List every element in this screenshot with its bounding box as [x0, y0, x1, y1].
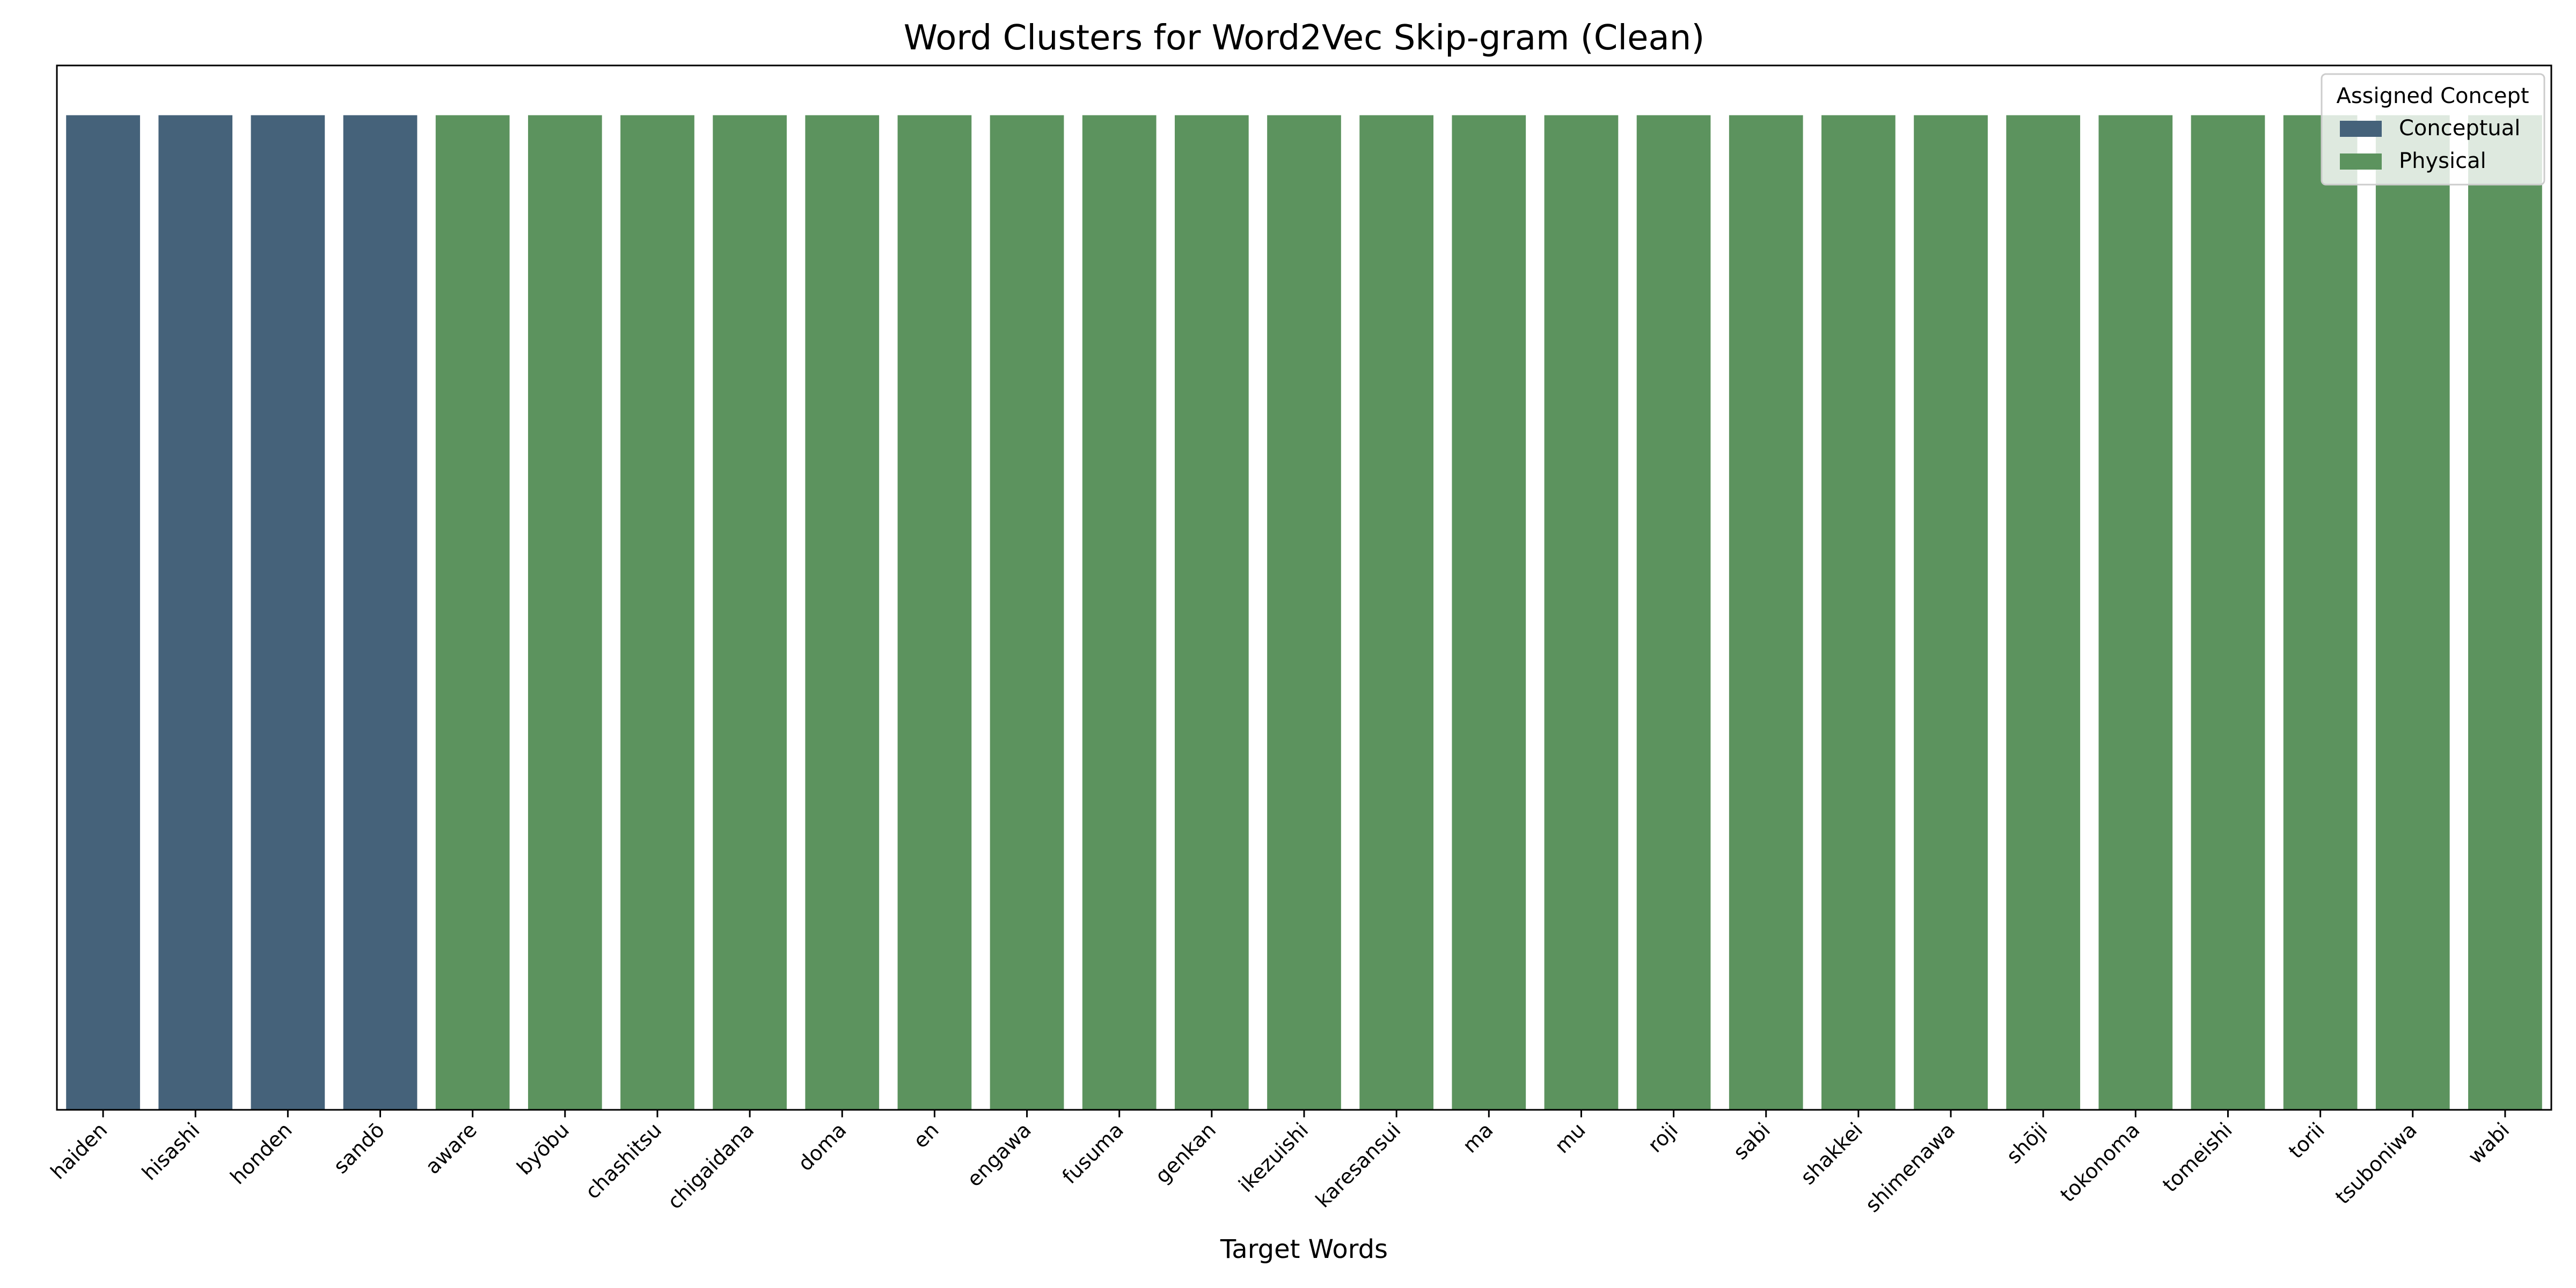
bar-mu	[1544, 115, 1619, 1110]
bar-shakkei	[1821, 115, 1896, 1110]
bar-shimenawa	[1914, 115, 1988, 1110]
x-tick-label: en	[909, 1118, 943, 1153]
x-tick-label: mu	[1550, 1118, 1590, 1158]
legend-swatch-physical	[2340, 153, 2382, 170]
x-axis-label: Target Words	[1220, 1234, 1388, 1264]
x-tick-label: tokonoma	[2055, 1118, 2144, 1206]
x-tick-label: tsuboniwa	[2331, 1118, 2421, 1209]
bar-haiden	[66, 115, 140, 1110]
legend-label-physical: Physical	[2399, 149, 2486, 173]
bar-hisashi	[158, 115, 233, 1110]
bar-ikezuishi	[1267, 115, 1341, 1110]
bar-ma	[1452, 115, 1526, 1110]
plot-frame	[56, 64, 2552, 1111]
x-tick-label: shōji	[2002, 1118, 2052, 1168]
x-tick-label: sandō	[329, 1118, 389, 1178]
bar-en	[897, 115, 972, 1110]
x-tick-label: aware	[421, 1118, 481, 1179]
legend-title: Assigned Concept	[2336, 84, 2529, 108]
x-tick-label: haiden	[46, 1118, 112, 1184]
bar-karesansui	[1359, 115, 1434, 1110]
x-tick-label: chigaidana	[663, 1118, 758, 1213]
x-tick-label: fusuma	[1058, 1118, 1128, 1188]
x-tick-label: chashitsu	[581, 1118, 666, 1203]
legend-label-conceptual: Conceptual	[2399, 116, 2520, 141]
bar-chashitsu	[620, 115, 694, 1110]
chart-title: Word Clusters for Word2Vec Skip-gram (Cl…	[904, 18, 1705, 58]
bar-tokonoma	[2098, 115, 2173, 1110]
bar-doma	[805, 115, 880, 1110]
legend-swatch-conceptual	[2340, 121, 2382, 137]
x-tick-label: torii	[2284, 1118, 2329, 1163]
bar-sandō	[343, 115, 418, 1110]
x-tick-label: doma	[793, 1118, 851, 1175]
bar-chigaidana	[713, 115, 787, 1110]
x-tick-label: ikezuishi	[1234, 1118, 1313, 1197]
bars-group	[66, 115, 2542, 1110]
bar-shōji	[2006, 115, 2081, 1110]
bar-aware	[435, 115, 510, 1110]
legend: Assigned Concept Conceptual Physical	[2321, 73, 2545, 186]
bar-wabi	[2468, 115, 2542, 1110]
bar-torii	[2283, 115, 2358, 1110]
x-tick-label: karesansui	[1311, 1118, 1406, 1212]
bar-tsuboniwa	[2375, 115, 2450, 1110]
x-tick-label: tomeishi	[2158, 1118, 2237, 1197]
bar-genkan	[1174, 115, 1249, 1110]
x-tick-label: ma	[1458, 1118, 1498, 1158]
x-tick-label: honden	[225, 1118, 296, 1189]
x-tick-label: genkan	[1151, 1118, 1220, 1188]
bar-roji	[1636, 115, 1711, 1110]
x-tick-label: sabi	[1729, 1118, 1775, 1164]
x-tick-label: shimenawa	[1861, 1118, 1959, 1217]
x-tick-label: shakkei	[1796, 1118, 1867, 1189]
x-tick-label: hisashi	[137, 1118, 204, 1185]
x-tick-label: engawa	[962, 1118, 1036, 1191]
bar-tomeishi	[2191, 115, 2265, 1110]
bar-byōbu	[528, 115, 602, 1110]
bar-sabi	[1729, 115, 1803, 1110]
x-tick-label: roji	[1643, 1118, 1682, 1157]
x-ticks-group: haiden hisashi honden sandō aware byōbu chashi…	[46, 1110, 2514, 1217]
bar-engawa	[990, 115, 1064, 1110]
x-tick-label: wabi	[2463, 1118, 2514, 1168]
bar-fusuma	[1082, 115, 1157, 1110]
x-tick-label: byōbu	[513, 1118, 574, 1180]
bar-honden	[251, 115, 325, 1110]
